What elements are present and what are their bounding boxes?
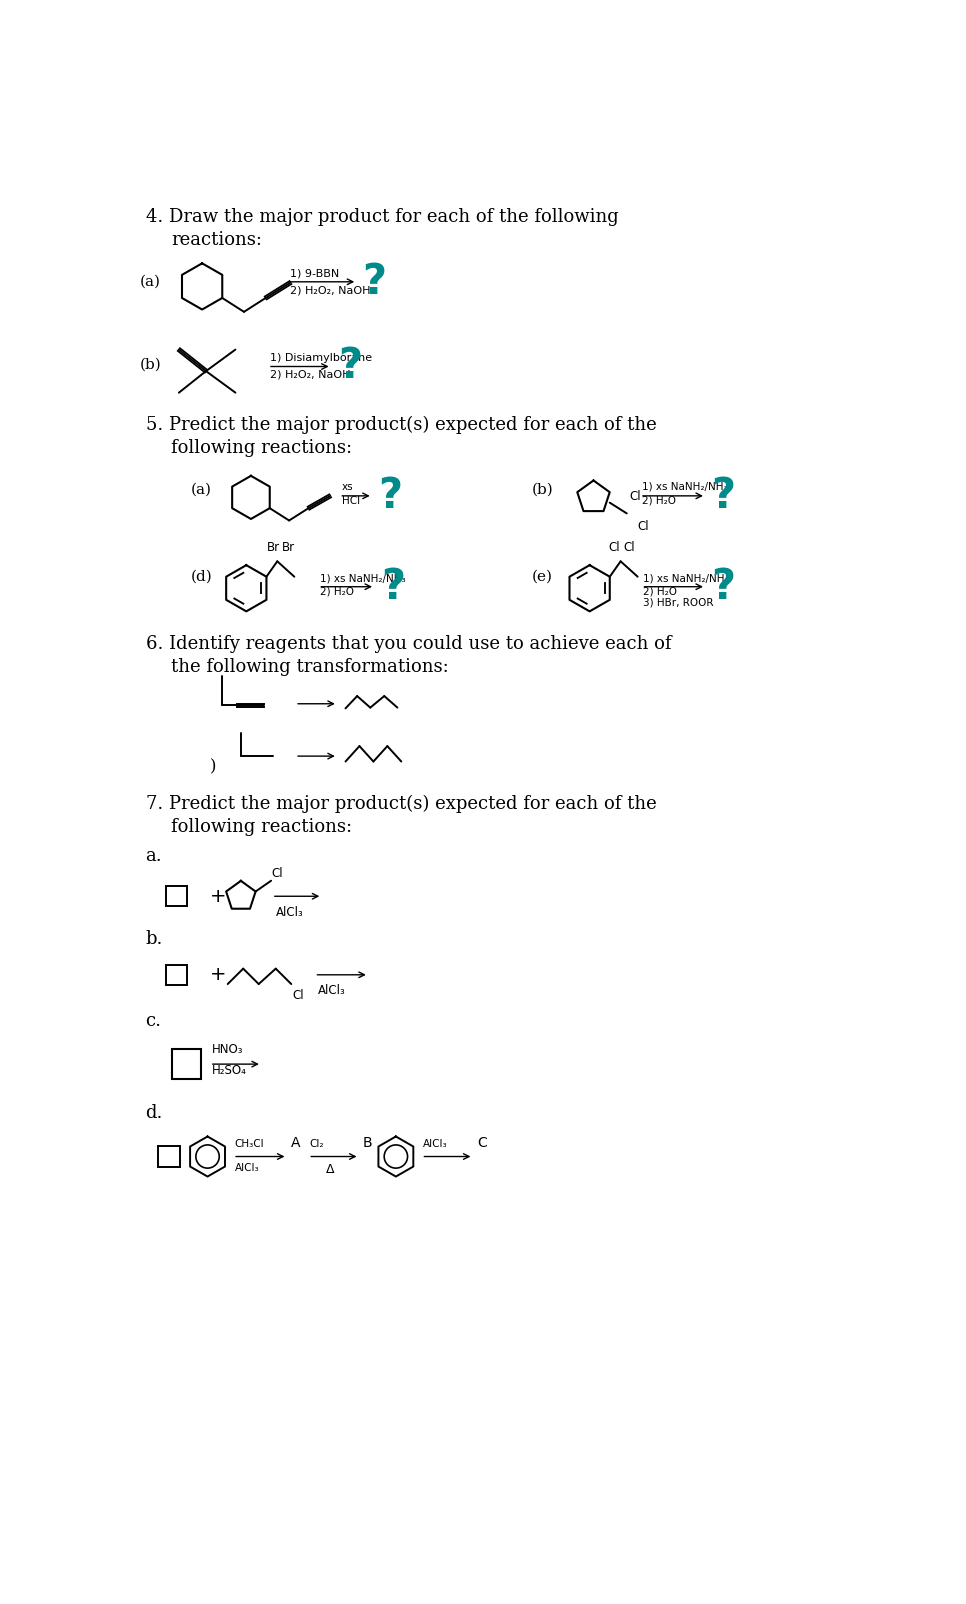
Text: 5. Predict the major product(s) expected for each of the: 5. Predict the major product(s) expected… bbox=[146, 415, 656, 435]
Bar bbox=[166, 887, 186, 906]
Text: HCl: HCl bbox=[342, 496, 359, 505]
Text: B: B bbox=[362, 1136, 372, 1150]
Text: (d): (d) bbox=[190, 569, 213, 584]
Text: Cl: Cl bbox=[609, 541, 620, 553]
Text: reactions:: reactions: bbox=[171, 231, 262, 249]
Text: Br: Br bbox=[267, 541, 279, 553]
Text: following reactions:: following reactions: bbox=[171, 439, 353, 457]
Text: 4. Draw the major product for each of the following: 4. Draw the major product for each of th… bbox=[146, 209, 618, 226]
Text: HNO₃: HNO₃ bbox=[212, 1043, 242, 1055]
Text: 2) H₂O₂, NaOH: 2) H₂O₂, NaOH bbox=[290, 286, 370, 295]
Text: ?: ? bbox=[382, 566, 406, 608]
Text: (b): (b) bbox=[140, 358, 162, 372]
Text: Cl: Cl bbox=[292, 988, 303, 1001]
Text: A: A bbox=[291, 1136, 300, 1150]
Text: (a): (a) bbox=[190, 483, 212, 497]
Text: 2) H₂O₂, NaOH: 2) H₂O₂, NaOH bbox=[270, 369, 351, 379]
Text: xs: xs bbox=[342, 481, 354, 491]
Text: +: + bbox=[210, 966, 226, 985]
Text: ?: ? bbox=[338, 345, 362, 388]
Text: the following transformations:: the following transformations: bbox=[171, 658, 449, 675]
Text: Cl: Cl bbox=[629, 491, 640, 504]
Text: Δ: Δ bbox=[327, 1163, 334, 1176]
Text: b.: b. bbox=[146, 930, 163, 948]
Text: ): ) bbox=[210, 759, 216, 775]
Text: 6. Identify reagents that you could use to achieve each of: 6. Identify reagents that you could use … bbox=[146, 635, 671, 653]
Text: 1) Disiamylborane: 1) Disiamylborane bbox=[270, 353, 373, 363]
Text: Br: Br bbox=[282, 541, 295, 553]
Text: 1) 9-BBN: 1) 9-BBN bbox=[290, 268, 339, 279]
Text: ?: ? bbox=[378, 475, 402, 516]
Text: following reactions:: following reactions: bbox=[171, 818, 353, 836]
Text: (b): (b) bbox=[531, 483, 554, 497]
Text: H₂SO₄: H₂SO₄ bbox=[212, 1063, 246, 1078]
Text: (e): (e) bbox=[531, 569, 553, 584]
Text: d.: d. bbox=[146, 1105, 163, 1123]
Text: 2) H₂O: 2) H₂O bbox=[641, 496, 675, 505]
Text: 7. Predict the major product(s) expected for each of the: 7. Predict the major product(s) expected… bbox=[146, 794, 656, 813]
Text: Cl: Cl bbox=[638, 520, 649, 533]
Text: 1) xs NaNH₂/NH₃: 1) xs NaNH₂/NH₃ bbox=[643, 573, 728, 584]
Text: 2) H₂O: 2) H₂O bbox=[643, 587, 677, 597]
Text: Cl₂: Cl₂ bbox=[310, 1139, 325, 1148]
Text: ?: ? bbox=[362, 261, 386, 303]
Text: AlCl₃: AlCl₃ bbox=[235, 1163, 259, 1174]
Text: CH₃Cl: CH₃Cl bbox=[235, 1139, 265, 1148]
Bar bbox=[166, 964, 186, 985]
Text: (a): (a) bbox=[140, 274, 161, 289]
Text: +: + bbox=[210, 887, 226, 906]
Text: 2) H₂O: 2) H₂O bbox=[320, 587, 354, 597]
Text: 3) HBr, ROOR: 3) HBr, ROOR bbox=[643, 598, 714, 608]
Text: ?: ? bbox=[711, 475, 735, 516]
Text: Cl: Cl bbox=[624, 541, 636, 553]
Text: 1) xs NaNH₂/NH₃: 1) xs NaNH₂/NH₃ bbox=[320, 573, 406, 584]
Text: AlCl₃: AlCl₃ bbox=[318, 983, 346, 998]
Text: C: C bbox=[477, 1136, 487, 1150]
Text: 1) xs NaNH₂/NH₃: 1) xs NaNH₂/NH₃ bbox=[641, 481, 727, 491]
Text: Cl: Cl bbox=[271, 866, 283, 881]
Text: a.: a. bbox=[146, 847, 162, 865]
Text: c.: c. bbox=[146, 1012, 161, 1030]
Text: AlCl₃: AlCl₃ bbox=[275, 906, 303, 919]
Text: ?: ? bbox=[711, 566, 735, 608]
Text: AlCl₃: AlCl₃ bbox=[423, 1139, 447, 1148]
Bar bbox=[158, 1145, 180, 1168]
Bar bbox=[172, 1049, 201, 1079]
